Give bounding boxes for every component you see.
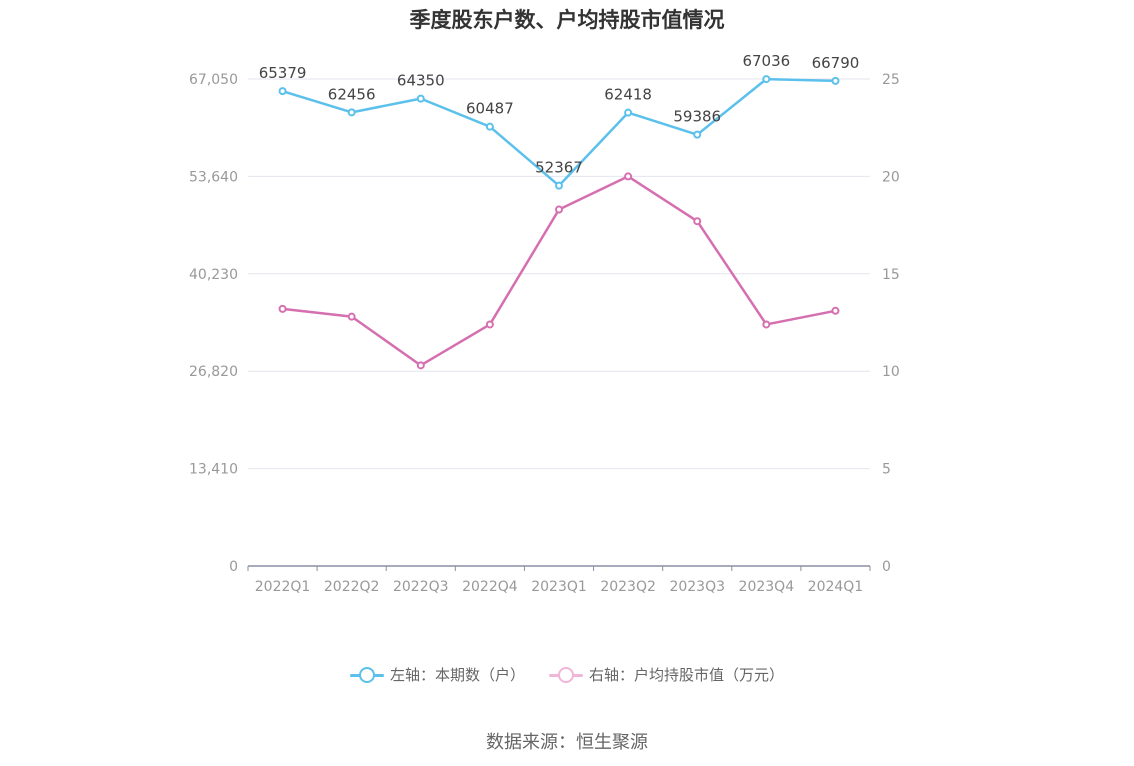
y-right-tick-label: 25 — [882, 72, 900, 88]
legend-marker-pink-icon — [549, 666, 583, 684]
x-tick-label: 2022Q1 — [255, 579, 311, 595]
x-tick-label: 2024Q1 — [808, 579, 864, 595]
series-line-right — [282, 175, 836, 367]
legend-label-left: 左轴：本期数（户） — [389, 666, 525, 684]
legend: 左轴：本期数（户） 右轴：户均持股市值（万元） — [0, 664, 1134, 685]
x-tick-label: 2023Q2 — [600, 579, 656, 595]
data-point-right — [347, 312, 356, 321]
y-left-tick-label: 26,820 — [189, 364, 238, 380]
data-point-left — [693, 130, 702, 139]
data-point-right — [762, 320, 771, 329]
data-point-left — [831, 76, 840, 85]
data-point-right — [624, 172, 633, 181]
data-label: 52367 — [535, 159, 583, 177]
legend-marker-blue-icon — [349, 666, 384, 684]
y-left-tick-label: 13,410 — [189, 462, 238, 478]
data-label: 60487 — [466, 100, 514, 118]
data-point-left — [762, 75, 771, 84]
data-label: 66790 — [812, 54, 860, 72]
data-point-right — [693, 217, 702, 226]
data-label: 65379 — [259, 64, 307, 82]
y-right-tick-label: 0 — [882, 559, 891, 575]
y-left-tick-label: 40,230 — [189, 267, 238, 283]
data-point-right — [416, 361, 425, 370]
y-right-tick-label: 5 — [882, 462, 891, 478]
legend-item-right-series[interactable]: 右轴：户均持股市值（万元） — [549, 664, 784, 685]
data-label: 59386 — [673, 108, 721, 126]
data-label: 64350 — [397, 72, 445, 90]
data-point-left — [347, 108, 356, 117]
data-point-left — [555, 181, 563, 190]
y-right-tick-label: 10 — [882, 364, 900, 380]
data-label: 62456 — [328, 85, 376, 103]
chart-title: 季度股东户数、户均持股市值情况 — [409, 8, 725, 32]
y-right-tick-label: 20 — [882, 169, 900, 185]
x-tick-label: 2022Q2 — [324, 579, 380, 595]
y-right-tick-label: 15 — [882, 267, 900, 283]
x-tick-label: 2023Q3 — [669, 579, 725, 595]
data-label: 67036 — [742, 52, 790, 70]
data-label: 62418 — [604, 86, 652, 104]
x-tick-label: 2022Q3 — [393, 579, 449, 595]
legend-label-right: 右轴：户均持股市值（万元） — [589, 666, 785, 684]
data-point-left — [624, 108, 633, 117]
legend-item-left-series[interactable]: 左轴：本期数（户） — [349, 664, 525, 685]
source-note: 数据来源：恒生聚源 — [486, 732, 648, 753]
data-point-right — [555, 205, 563, 214]
x-tick-label: 2023Q1 — [531, 579, 587, 595]
x-tick-label: 2023Q4 — [739, 579, 795, 595]
data-point-right — [485, 320, 494, 329]
y-left-tick-label: 67,050 — [189, 72, 238, 88]
data-point-left — [278, 87, 287, 96]
y-left-tick-label: 0 — [229, 559, 238, 575]
data-point-right — [831, 306, 840, 315]
x-tick-label: 2022Q4 — [462, 579, 518, 595]
y-left-tick-label: 53,640 — [189, 169, 238, 185]
data-point-left — [485, 122, 494, 131]
data-point-right — [278, 304, 287, 313]
data-point-left — [416, 94, 425, 103]
